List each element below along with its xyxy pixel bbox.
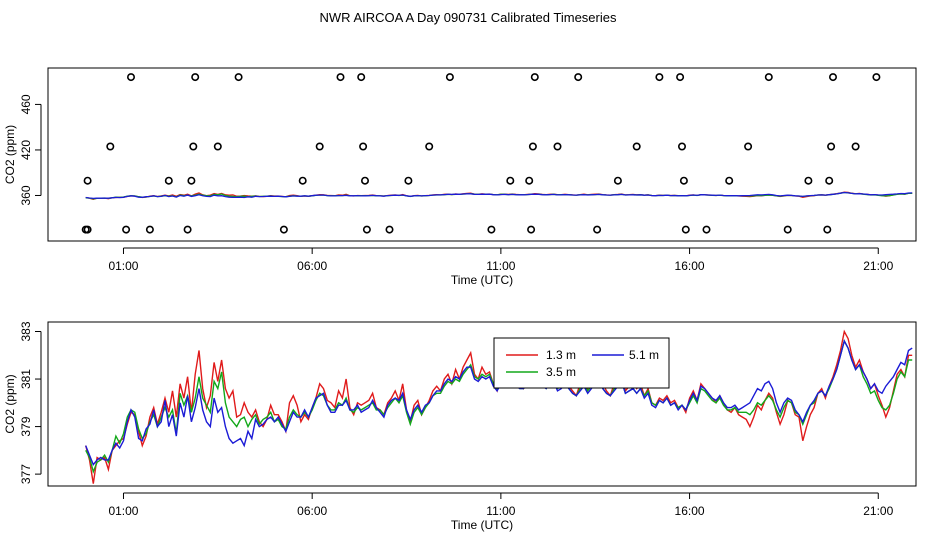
flag-point xyxy=(106,142,115,151)
top-x-tick-label: 11:00 xyxy=(486,259,515,273)
flag-point xyxy=(553,142,562,151)
flag-point xyxy=(744,142,753,151)
flag-point xyxy=(362,225,371,234)
flag-point xyxy=(187,176,196,185)
legend-label-1-3-m: 1.3 m xyxy=(546,348,576,362)
flag-point xyxy=(764,73,773,82)
flag-point xyxy=(164,176,173,185)
top-y-tick-label: 460 xyxy=(19,94,33,114)
bottom-plot-frame xyxy=(47,321,917,487)
flag-point xyxy=(279,225,288,234)
flag-point xyxy=(183,225,192,234)
flag-point xyxy=(360,176,369,185)
bottom-y-tick-label: 381 xyxy=(19,369,33,389)
flag-point xyxy=(528,142,537,151)
top-x-axis-label: Time (UTC) xyxy=(451,273,513,287)
flag-point xyxy=(234,73,243,82)
top-x-tick-label: 01:00 xyxy=(108,259,138,273)
flag-point xyxy=(823,225,832,234)
flag-point xyxy=(487,225,496,234)
bottom-y-tick-label: 377 xyxy=(19,464,33,484)
legend: 1.3 m 5.1 m 3.5 m xyxy=(493,337,670,389)
flag-point xyxy=(872,73,881,82)
top-x-tick-label: 06:00 xyxy=(297,259,327,273)
bottom-x-tick-label: 01:00 xyxy=(108,504,138,518)
flag-point xyxy=(336,73,345,82)
flag-point xyxy=(298,176,307,185)
top-plot: 01:00 06:00 11:00 16:00 21:00 Time (UTC) 360 42… xyxy=(3,67,917,287)
top-plot-frame xyxy=(47,67,917,242)
flag-point xyxy=(527,225,536,234)
flag-point xyxy=(122,225,131,234)
flag-point xyxy=(804,176,813,185)
bottom-x-tick-label: 06:00 xyxy=(297,504,327,518)
flag-point xyxy=(593,225,602,234)
bottom-x-tick-label: 16:00 xyxy=(675,504,705,518)
top-y-tick-label: 360 xyxy=(19,185,33,205)
bottom-y-tick-label: 379 xyxy=(19,416,33,436)
bottom-plot: 01:00 06:00 11:00 16:00 21:00 Time (UTC) 377 37… xyxy=(3,321,917,532)
flag-point xyxy=(425,142,434,151)
flag-point xyxy=(213,142,222,151)
flag-point xyxy=(825,176,834,185)
bottom-x-tick-label: 11:00 xyxy=(486,504,515,518)
flag-point xyxy=(385,225,394,234)
bottom-x-tick-label: 21:00 xyxy=(863,504,893,518)
top-y-axis-label: CO2 (ppm) xyxy=(3,125,17,184)
flag-point xyxy=(783,225,792,234)
flag-point xyxy=(677,142,686,151)
top-x-tick-label: 21:00 xyxy=(863,259,893,273)
flag-point xyxy=(676,73,685,82)
flag-point xyxy=(189,142,198,151)
flag-point xyxy=(315,142,324,151)
bottom-y-axis-label: CO2 (ppm) xyxy=(3,374,17,433)
flag-point xyxy=(702,225,711,234)
flag-point xyxy=(83,225,92,234)
flag-point xyxy=(828,73,837,82)
flag-point xyxy=(679,176,688,185)
legend-label-5-1-m: 5.1 m xyxy=(629,348,659,362)
flag-point xyxy=(525,176,534,185)
flag-point xyxy=(191,73,200,82)
flag-point xyxy=(83,176,92,185)
flag-point xyxy=(445,73,454,82)
legend-label-3-5-m: 3.5 m xyxy=(546,365,576,379)
flag-point xyxy=(145,225,154,234)
flag-point xyxy=(613,176,622,185)
flag-point xyxy=(404,176,413,185)
flag-point xyxy=(127,73,136,82)
flag-point xyxy=(827,142,836,151)
flag-point xyxy=(681,225,690,234)
flag-point xyxy=(357,73,366,82)
top-x-tick-label: 16:00 xyxy=(675,259,705,273)
legend-box xyxy=(493,337,670,389)
bottom-y-tick-label: 383 xyxy=(19,321,33,341)
flag-point xyxy=(851,142,860,151)
flag-point xyxy=(574,73,583,82)
flag-point xyxy=(359,142,368,151)
flag-point xyxy=(725,176,734,185)
flag-point xyxy=(530,73,539,82)
flag-point xyxy=(655,73,664,82)
top-series-line-5-1-m xyxy=(85,191,913,200)
bottom-x-axis-label: Time (UTC) xyxy=(451,518,513,532)
figure-title: NWR AIRCOA A Day 090731 Calibrated Times… xyxy=(320,10,617,25)
flag-point xyxy=(506,176,515,185)
top-y-tick-label: 420 xyxy=(19,140,33,160)
flag-point xyxy=(632,142,641,151)
